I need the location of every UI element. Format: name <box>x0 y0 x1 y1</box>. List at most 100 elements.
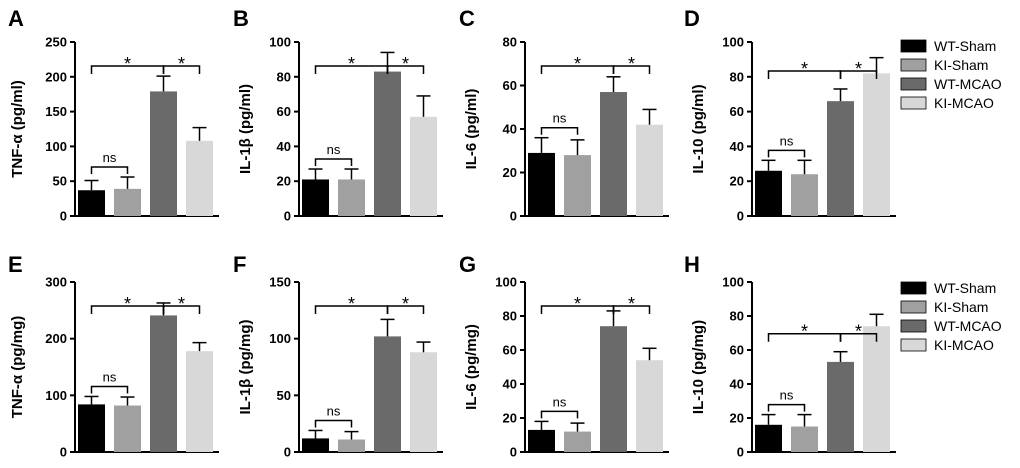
ns-label: ns <box>103 369 117 384</box>
ns-bracket <box>540 126 579 135</box>
y-axis-label: TNF-α (pg/ml) <box>9 80 26 178</box>
panel-letter: C <box>459 6 475 31</box>
sig-label: * <box>574 294 581 314</box>
bar-ki-sham <box>564 431 591 452</box>
legend-label: KI-Sham <box>934 57 988 73</box>
y-tick-label: 100 <box>45 139 67 154</box>
sig-label: * <box>801 322 808 342</box>
ns-bracket <box>90 166 129 175</box>
panel-b: B 0 20 40 60 80 100 IL-1β (pg/ml) ns * * <box>233 6 443 224</box>
bar-wt-mcao <box>374 71 401 216</box>
y-tick-label: 100 <box>269 35 291 50</box>
y-tick-label: 150 <box>269 275 291 290</box>
bar-ki-sham <box>338 179 365 216</box>
panel-letter: A <box>8 6 24 31</box>
bar-wt-sham <box>78 404 105 452</box>
sig-label: * <box>178 294 185 314</box>
y-tick-label: 0 <box>284 445 291 460</box>
panel-d: D 0 20 40 60 80 100 IL-10 (pg/ml) ns * * <box>684 6 896 224</box>
y-tick-label: 150 <box>45 104 67 119</box>
sig-bracket <box>839 70 878 79</box>
ns-label: ns <box>553 111 567 126</box>
legend: WT-Sham KI-Sham WT-MCAO KI-MCAO <box>900 38 1002 111</box>
panel-e: E 0 100 200 300 TNF-α (pg/mg) ns * * <box>8 252 219 460</box>
ns-label: ns <box>327 142 341 157</box>
sig-bracket <box>612 65 651 74</box>
y-tick-label: 60 <box>503 78 517 93</box>
y-tick-label: 250 <box>45 35 67 50</box>
legend-swatch <box>900 319 927 333</box>
bar-ki-mcao <box>186 351 213 452</box>
panel-letter: D <box>684 6 700 31</box>
bar-ki-sham <box>114 405 141 452</box>
y-tick-label: 80 <box>730 69 744 84</box>
y-tick-label: 60 <box>730 104 744 119</box>
bar-wt-sham <box>78 190 105 216</box>
y-tick-label: 0 <box>737 209 744 224</box>
panel-h: H 0 20 40 60 80 100 IL-10 (pg/mg) ns * * <box>684 252 896 460</box>
panel-a: A 0 50 100 150 200 250 TNF-α (pg/ml) ns * * <box>8 6 219 224</box>
bar-wt-mcao <box>150 315 177 452</box>
y-tick-label: 80 <box>277 69 291 84</box>
legend-swatch <box>900 281 927 295</box>
ns-label: ns <box>780 388 794 403</box>
legend: WT-Sham KI-Sham WT-MCAO KI-MCAO <box>900 280 1002 353</box>
bar-ki-mcao <box>186 140 213 216</box>
panel-letter: G <box>459 252 476 277</box>
y-axis-label: IL-1β (pg/mg) <box>237 320 254 415</box>
y-axis-label: TNF-α (pg/mg) <box>9 316 26 419</box>
panel-letter: E <box>8 252 23 277</box>
sig-bracket <box>162 305 201 314</box>
y-tick-label: 20 <box>730 174 744 189</box>
bar-wt-sham <box>755 424 782 452</box>
y-tick-label: 40 <box>503 377 517 392</box>
legend-swatch <box>900 338 927 352</box>
y-tick-label: 200 <box>45 69 67 84</box>
y-tick-label: 20 <box>277 174 291 189</box>
panel-g: G 0 20 40 60 80 100 IL-6 (pg/mg) ns * * <box>459 252 669 460</box>
legend-swatch <box>900 96 927 110</box>
bar-ki-mcao <box>863 326 890 452</box>
sig-bracket <box>162 65 201 74</box>
y-tick-label: 80 <box>503 35 517 50</box>
legend-label: WT-MCAO <box>934 318 1002 334</box>
bar-wt-mcao <box>600 92 627 216</box>
legend-swatch <box>900 58 927 72</box>
sig-label: * <box>348 54 355 74</box>
y-tick-label: 100 <box>495 275 517 290</box>
bar-wt-sham <box>302 179 329 216</box>
panel-f: F 0 50 100 150 IL-1β (pg/mg) ns * * <box>233 252 443 460</box>
sig-label: * <box>628 294 635 314</box>
legend-label: KI-MCAO <box>934 95 994 111</box>
panel-letter: B <box>233 6 249 31</box>
y-tick-label: 40 <box>503 122 517 137</box>
sig-label: * <box>855 59 862 79</box>
y-tick-label: 0 <box>60 209 67 224</box>
ns-label: ns <box>553 394 567 409</box>
ns-bracket <box>540 410 579 419</box>
ns-bracket <box>767 403 806 412</box>
sig-label: * <box>801 59 808 79</box>
y-tick-label: 0 <box>284 209 291 224</box>
bar-wt-mcao <box>600 326 627 452</box>
ns-label: ns <box>103 150 117 165</box>
ns-bracket <box>314 158 353 167</box>
y-tick-label: 50 <box>277 388 291 403</box>
ns-label: ns <box>780 133 794 148</box>
y-tick-label: 40 <box>730 377 744 392</box>
y-tick-label: 80 <box>503 309 517 324</box>
bar-ki-mcao <box>636 360 663 452</box>
ns-bracket <box>767 149 806 158</box>
ns-bracket <box>314 419 353 428</box>
y-tick-label: 0 <box>60 445 67 460</box>
legend-label: KI-Sham <box>934 299 988 315</box>
bar-wt-sham <box>302 438 329 452</box>
y-axis-label: IL-1β (pg/ml) <box>237 84 254 174</box>
legend-label: KI-MCAO <box>934 337 994 353</box>
bar-ki-sham <box>564 155 591 216</box>
bar-wt-mcao <box>827 361 854 452</box>
legend-label: WT-Sham <box>934 38 996 54</box>
y-tick-label: 0 <box>510 445 517 460</box>
legend-swatch <box>900 77 927 91</box>
